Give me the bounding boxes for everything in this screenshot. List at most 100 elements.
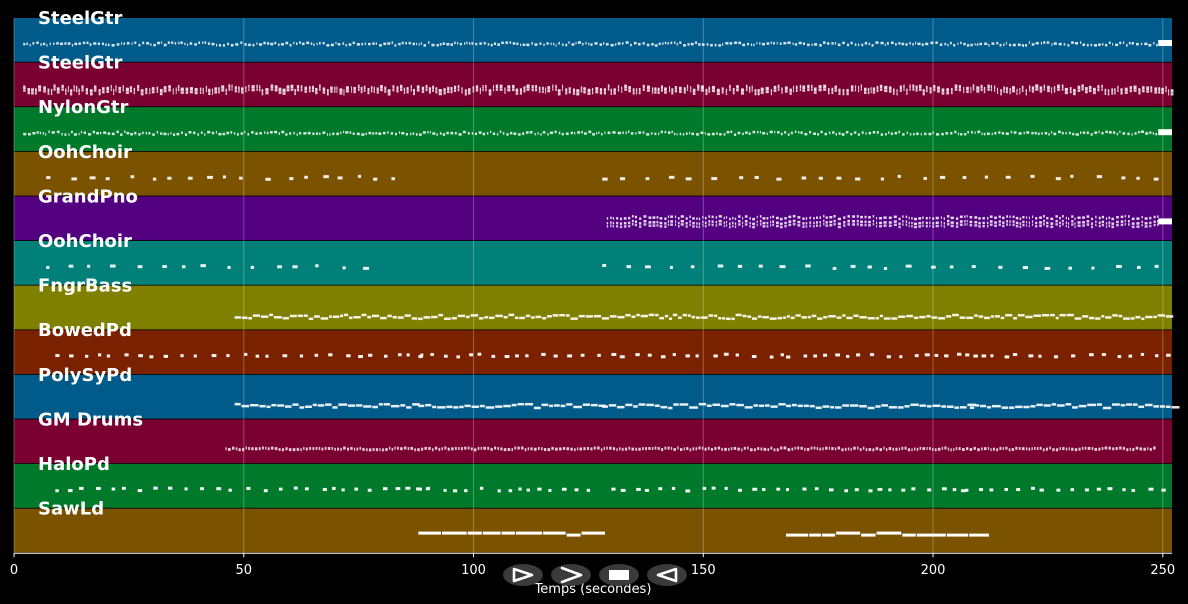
note	[742, 314, 747, 318]
note	[1157, 223, 1159, 226]
note	[622, 131, 624, 135]
note	[55, 489, 59, 493]
note	[507, 88, 511, 92]
note	[801, 316, 807, 319]
note	[990, 354, 994, 358]
note	[854, 43, 857, 46]
note	[1097, 88, 1100, 92]
note	[860, 220, 863, 224]
note	[1009, 43, 1012, 47]
play-forward-button[interactable]	[503, 564, 543, 586]
note	[732, 91, 735, 95]
fast-forward-button[interactable]	[551, 564, 591, 586]
note	[807, 88, 810, 92]
playback-controls[interactable]	[503, 564, 687, 586]
note	[901, 42, 905, 46]
note	[425, 403, 432, 407]
play-backward-button[interactable]	[647, 564, 687, 586]
note	[852, 223, 856, 226]
note	[151, 90, 155, 94]
note	[740, 88, 745, 92]
note	[607, 88, 610, 91]
note	[745, 84, 748, 89]
note	[244, 43, 247, 46]
note	[823, 222, 825, 226]
note	[474, 448, 477, 452]
note	[231, 84, 233, 89]
note	[304, 175, 308, 179]
note	[867, 265, 872, 269]
note	[471, 42, 474, 45]
note	[898, 217, 901, 221]
note	[443, 354, 448, 358]
note	[685, 132, 688, 135]
note	[184, 42, 186, 46]
note	[939, 175, 946, 179]
stop-button[interactable]	[599, 564, 639, 586]
note	[830, 405, 835, 409]
note	[950, 221, 954, 224]
note	[1128, 354, 1133, 358]
note	[238, 90, 240, 93]
note	[211, 131, 215, 135]
grid-layer	[13, 18, 1164, 554]
note	[348, 404, 356, 407]
note	[438, 89, 442, 93]
note	[330, 90, 333, 93]
note	[492, 85, 495, 89]
note	[234, 316, 242, 319]
note	[53, 88, 56, 91]
note	[612, 225, 615, 228]
note	[457, 88, 460, 92]
note	[499, 84, 503, 89]
note	[973, 446, 976, 450]
note	[27, 91, 30, 95]
note	[509, 41, 512, 44]
note	[651, 447, 654, 451]
note	[964, 215, 966, 218]
note	[685, 222, 688, 225]
note	[599, 91, 603, 95]
note	[718, 316, 722, 320]
note	[383, 42, 387, 46]
note	[308, 86, 311, 90]
note	[643, 215, 647, 218]
note	[73, 88, 75, 92]
note	[598, 404, 606, 408]
note	[715, 220, 718, 224]
note	[955, 222, 959, 225]
note	[189, 90, 193, 94]
note	[1077, 224, 1081, 227]
note	[1012, 220, 1015, 223]
note	[868, 224, 871, 227]
note	[346, 354, 351, 358]
note	[1000, 316, 1005, 320]
note	[1105, 222, 1108, 225]
note	[1104, 88, 1107, 93]
note	[231, 446, 235, 450]
note	[674, 223, 677, 227]
note	[1145, 132, 1149, 135]
note	[1082, 224, 1085, 227]
note	[892, 88, 895, 92]
note	[270, 84, 274, 88]
note	[850, 264, 856, 268]
note	[868, 131, 871, 135]
note	[36, 131, 39, 134]
note	[566, 403, 573, 406]
note	[231, 88, 233, 91]
note	[85, 354, 89, 358]
note	[180, 41, 183, 45]
note	[678, 86, 682, 91]
note	[770, 88, 773, 93]
note	[858, 85, 860, 90]
note	[1097, 85, 1100, 89]
note	[292, 265, 298, 269]
note	[497, 489, 501, 493]
note	[1108, 446, 1111, 450]
note	[640, 314, 648, 318]
note	[227, 265, 231, 269]
note	[964, 223, 966, 226]
note	[1155, 132, 1158, 136]
note	[696, 217, 698, 220]
